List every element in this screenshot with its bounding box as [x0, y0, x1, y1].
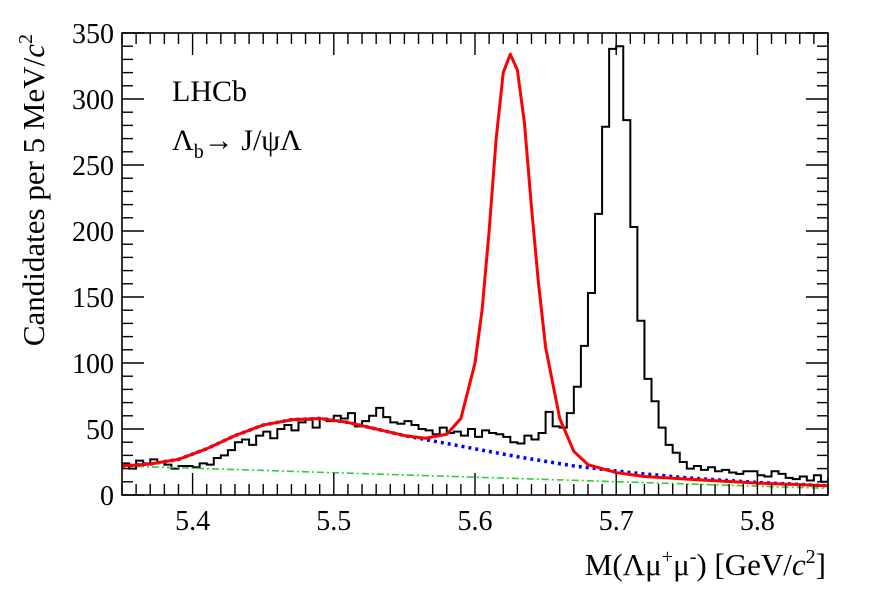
decay-subscript: b — [194, 141, 204, 163]
y-tick-label: 0 — [100, 481, 114, 512]
x-tick-label: 5.5 — [316, 506, 351, 537]
fit-curve-0 — [122, 52, 828, 488]
decay-label: Λb→ J/ψΛ — [172, 124, 302, 163]
y-axis-label: Candidates per 5 MeV/c2 — [15, 34, 51, 346]
y-tick-label: 150 — [72, 283, 114, 314]
decay-lambda: Λ — [172, 124, 194, 157]
experiment-label: LHCb — [172, 75, 247, 108]
x-tick-label: 5.6 — [458, 506, 493, 537]
y-tick-label: 100 — [72, 349, 114, 380]
y-tick-label: 300 — [72, 85, 114, 116]
y-tick-label: 200 — [72, 217, 114, 248]
x-axis-label: M(Λμ+μ-) [GeV/c2] — [585, 546, 826, 582]
x-tick-label: 5.7 — [599, 506, 634, 537]
y-tick-label: 250 — [72, 151, 114, 182]
decay-rest: J/ψΛ — [234, 124, 302, 157]
y-tick-label: 50 — [86, 415, 114, 446]
x-tick-label: 5.4 — [175, 506, 210, 537]
data-histogram — [122, 45, 828, 483]
x-tick-label: 5.8 — [740, 506, 775, 537]
y-tick-label: 350 — [72, 19, 114, 50]
decay-arrow: → — [204, 124, 234, 157]
fit-curve-1 — [122, 416, 828, 488]
fit-curve-2 — [122, 465, 828, 490]
